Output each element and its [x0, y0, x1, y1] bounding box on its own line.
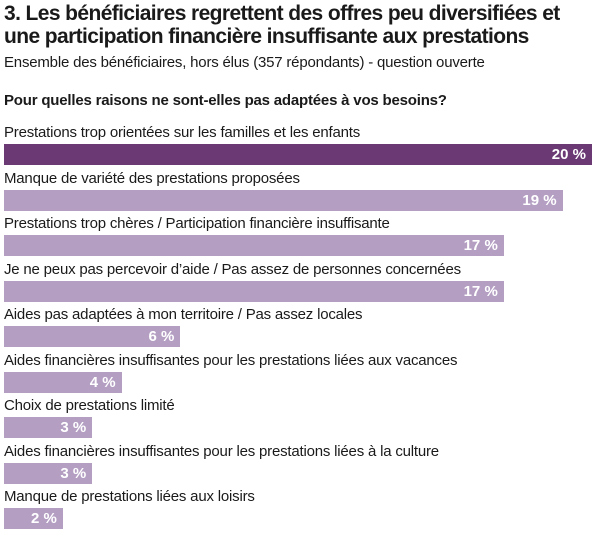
bar-row: Je ne peux pas percevoir d’aide / Pas as… [0, 261, 600, 307]
bar-row: Aides financières insuffisantes pour les… [0, 443, 600, 489]
value-label: 17 % [463, 237, 498, 254]
bar: 20 % [4, 144, 592, 165]
bar-chart: Prestations trop orientées sur les famil… [0, 124, 600, 533]
category-label: Manque de prestations liées aux loisirs [4, 488, 255, 505]
bar: 2 % [4, 508, 63, 529]
category-label: Aides financières insuffisantes pour les… [4, 351, 458, 369]
value-label: 19 % [522, 191, 557, 209]
bar-row: Prestations trop chères / Participation … [0, 215, 600, 261]
bar-row: Choix de prestations limité 3 % [0, 397, 600, 443]
bar: 6 % [4, 326, 181, 347]
bar: 3 % [4, 417, 93, 438]
bar-row: Prestations trop orientées sur les famil… [0, 124, 600, 170]
bar: 4 % [4, 371, 122, 393]
category-label: Choix de prestations limité [4, 397, 175, 414]
survey-question: Pour quelles raisons ne sont-elles pas a… [4, 92, 447, 109]
bar-row: Aides financières insuffisantes pour les… [0, 352, 600, 398]
bar-row: Aides pas adaptées à mon territoire / Pa… [0, 306, 600, 352]
bar-row: Manque de prestations liées aux loisirs 2… [0, 488, 600, 534]
category-label: Aides pas adaptées à mon territoire / Pa… [4, 306, 363, 323]
bar-row: Manque de variété des prestations propos… [0, 170, 600, 216]
bar: 17 % [4, 280, 504, 302]
value-label: 17 % [463, 282, 498, 300]
bar: 3 % [4, 462, 93, 484]
category-label: Manque de variété des prestations propos… [4, 169, 300, 187]
value-label: 2 % [30, 510, 57, 527]
value-label: 4 % [89, 373, 116, 391]
chart-title: 3. Les bénéficiaires regrettent des offr… [4, 2, 560, 48]
category-label: Je ne peux pas percevoir d’aide / Pas as… [4, 260, 461, 278]
value-label: 3 % [60, 464, 87, 482]
chart-subtitle: Ensemble des bénéficiaires, hors élus (3… [4, 54, 485, 71]
value-label: 3 % [60, 419, 87, 436]
value-label: 20 % [551, 146, 586, 163]
category-label: Prestations trop orientées sur les famil… [4, 124, 361, 141]
bar: 19 % [4, 189, 563, 211]
category-label: Prestations trop chères / Participation … [4, 215, 390, 232]
category-label: Aides financières insuffisantes pour les… [4, 442, 439, 460]
value-label: 6 % [148, 328, 175, 345]
bar: 17 % [4, 235, 504, 256]
